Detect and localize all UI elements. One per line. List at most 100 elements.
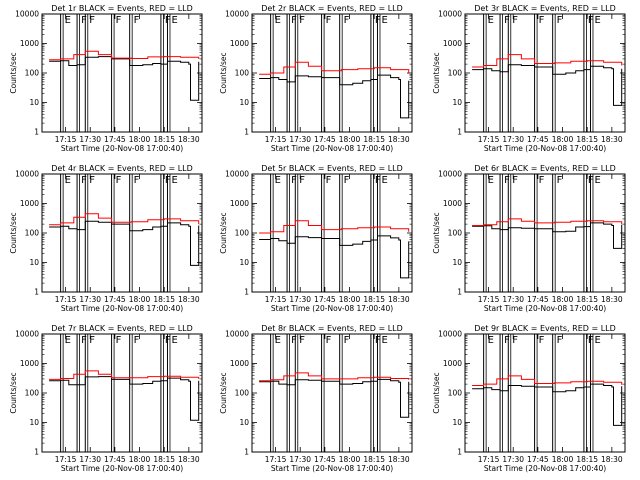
x-tick-label: 17:30 (79, 135, 101, 144)
x-tick-label: 17:15 (478, 295, 500, 304)
y-tick-label: 1000 (230, 199, 249, 208)
detector-panel: EFFFFFE11010010001000017:1517:3017:4518:… (432, 324, 626, 473)
event-marker-label: E (381, 175, 387, 186)
x-tick-label: 18:00 (552, 455, 574, 464)
y-tick-label: 100 (235, 389, 250, 398)
y-tick-label: 10 (239, 258, 249, 267)
events-series-line (472, 383, 623, 426)
x-tick-label: 17:15 (55, 135, 77, 144)
event-marker-label: E (275, 175, 281, 186)
x-tick-label: 17:30 (502, 295, 524, 304)
y-tick-label: 1000 (20, 359, 39, 368)
event-marker-label: E (65, 15, 71, 26)
y-tick-label: 100 (25, 389, 40, 398)
y-tick-label: 10 (239, 98, 249, 107)
plot-frame (251, 333, 413, 453)
events-series-line (259, 235, 410, 279)
x-tick-label: 18:30 (178, 455, 200, 464)
x-tick-label: 18:15 (363, 135, 385, 144)
x-tick-label: 17:15 (265, 455, 287, 464)
x-tick-label: 17:30 (79, 295, 101, 304)
y-tick-label: 100 (448, 389, 463, 398)
event-marker-label: E (594, 15, 600, 26)
x-tick-label: 17:30 (289, 455, 311, 464)
y-axis-label: Counts/sec (219, 212, 228, 253)
event-marker-label: F (134, 15, 140, 26)
y-tick-label: 1 (457, 288, 462, 297)
detector-panel: EFFFFFE11010010001000017:1517:3017:4518:… (9, 164, 203, 313)
y-tick-label: 10000 (225, 10, 249, 19)
x-tick-label: 18:15 (153, 135, 175, 144)
detector-panel: EFFFFFE11010010001000017:1517:3017:4518:… (432, 164, 626, 313)
y-tick-label: 10 (29, 98, 39, 107)
panel-title: Det 8r BLACK = Events, RED = LLD (261, 324, 403, 333)
y-tick-label: 10 (452, 98, 462, 107)
event-marker-label: E (381, 335, 387, 346)
y-tick-label: 10000 (438, 170, 462, 179)
y-tick-label: 10000 (15, 170, 39, 179)
event-marker-label: F (557, 335, 563, 346)
y-tick-label: 10 (239, 418, 249, 427)
event-marker-label: E (488, 175, 494, 186)
x-tick-label: 17:45 (104, 455, 126, 464)
event-marker-label: F (89, 175, 95, 186)
y-tick-label: 1000 (443, 39, 462, 48)
lld-series-line (472, 375, 623, 386)
x-axis-label: Start Time (20-Nov-08 17:00:40) (61, 144, 183, 153)
event-marker-label: F (504, 15, 510, 26)
event-marker-label: E (171, 15, 177, 26)
events-series-line (472, 222, 623, 249)
event-marker-label: F (344, 15, 350, 26)
detector-panel: EFFFFFE11010010001000017:1517:3017:4518:… (9, 324, 203, 473)
lld-series-line (49, 213, 200, 226)
x-tick-label: 18:30 (601, 295, 623, 304)
x-tick-label: 17:15 (55, 295, 77, 304)
lld-series-line (49, 50, 200, 61)
x-tick-label: 18:00 (339, 135, 361, 144)
event-marker-label: F (134, 335, 140, 346)
x-tick-label: 18:30 (178, 295, 200, 304)
event-marker-label: E (171, 335, 177, 346)
y-tick-label: 1000 (20, 199, 39, 208)
x-axis-label: Start Time (20-Nov-08 17:00:40) (61, 464, 183, 473)
plot-frame (251, 173, 413, 293)
x-tick-label: 17:30 (289, 135, 311, 144)
x-tick-label: 18:30 (388, 135, 410, 144)
event-marker-label: E (275, 15, 281, 26)
event-marker-label: F (81, 335, 87, 346)
y-tick-label: 10000 (438, 10, 462, 19)
lld-series-line (259, 220, 410, 234)
panel-title: Det 6r BLACK = Events, RED = LLD (474, 164, 616, 173)
detector-panel: EFFFFFE11010010001000017:1517:3017:4518:… (219, 324, 413, 473)
y-tick-label: 100 (448, 69, 463, 78)
event-marker-label: E (381, 15, 387, 26)
x-axis-label: Start Time (20-Nov-08 17:00:40) (271, 464, 393, 473)
detector-panel: EFFFFFE11010010001000017:1517:3017:4518:… (219, 164, 413, 313)
x-tick-label: 18:00 (552, 135, 574, 144)
event-marker-label: E (488, 335, 494, 346)
y-axis-label: Counts/sec (9, 372, 18, 413)
x-tick-label: 18:15 (576, 295, 598, 304)
y-tick-label: 1 (457, 128, 462, 137)
event-marker-label: F (539, 175, 545, 186)
x-axis-label: Start Time (20-Nov-08 17:00:40) (271, 304, 393, 313)
lld-series-line (472, 54, 623, 68)
panel-title: Det 7r BLACK = Events, RED = LLD (51, 324, 193, 333)
event-marker-label: E (594, 335, 600, 346)
y-axis-label: Counts/sec (9, 52, 18, 93)
x-tick-label: 18:15 (153, 455, 175, 464)
lld-series-line (472, 218, 623, 226)
x-tick-label: 17:30 (289, 295, 311, 304)
x-tick-label: 18:30 (388, 455, 410, 464)
x-tick-label: 18:00 (129, 455, 151, 464)
plot-frame (464, 333, 626, 453)
event-marker-label: E (488, 15, 494, 26)
event-marker-label: F (557, 175, 563, 186)
events-series-line (49, 56, 200, 101)
y-tick-label: 1 (244, 448, 249, 457)
x-axis-label: Start Time (20-Nov-08 17:00:40) (484, 304, 606, 313)
event-marker-label: E (171, 175, 177, 186)
y-tick-label: 10 (452, 418, 462, 427)
event-marker-label: F (116, 335, 122, 346)
x-tick-label: 17:45 (527, 135, 549, 144)
